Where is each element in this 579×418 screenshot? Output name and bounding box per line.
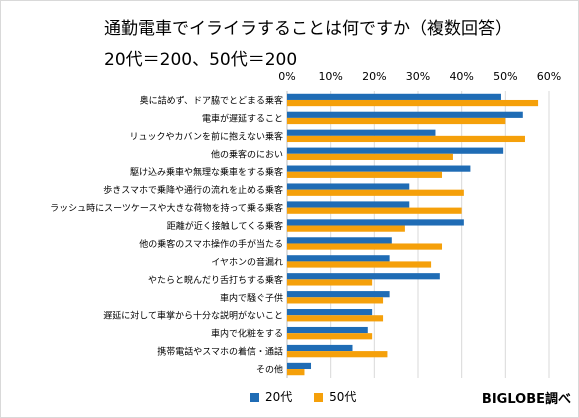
- category-label: 携帯電話やスマホの着信・通話: [157, 346, 283, 358]
- legend: 20代 50代: [250, 388, 374, 405]
- x-tick-label: 30%: [406, 70, 430, 83]
- x-tick-label: 60%: [537, 70, 561, 83]
- bar-20: [287, 273, 440, 280]
- x-tick-label: 50%: [493, 70, 517, 83]
- category-label: その他: [256, 364, 283, 376]
- chart-subtitle: 20代＝200、50代＝200: [104, 50, 298, 70]
- bar-50: [287, 315, 384, 322]
- category-label: リュックやカバンを前に抱えない乗客: [130, 130, 283, 142]
- bar-50: [287, 279, 373, 286]
- category-label: 車内で化粧をする: [211, 328, 283, 340]
- bar-50: [287, 171, 443, 178]
- category-label: 歩きスマホで乗降や通行の流れを止める乗客: [103, 184, 283, 196]
- category-label: 車内で騒ぐ子供: [220, 292, 283, 304]
- bar-20: [287, 344, 353, 352]
- bar-20: [287, 201, 410, 208]
- bar-20: [287, 255, 390, 262]
- bar-20: [287, 147, 504, 154]
- bar-20: [287, 219, 464, 226]
- bar-50: [287, 261, 432, 268]
- bar-20: [287, 165, 471, 172]
- bar-20: [287, 291, 390, 298]
- bar-50: [287, 135, 525, 143]
- bar-50: [287, 333, 373, 340]
- bar-50: [287, 207, 462, 214]
- category-label: ラッシュ時にスーツケースや大きな荷物を持って乗る乗客: [50, 202, 283, 214]
- chart-title: 通勤電車でイライラすることは何ですか（複数回答）: [104, 19, 512, 39]
- source-label: BIGLOBE調べ: [481, 392, 571, 407]
- bar-20: [287, 237, 392, 244]
- bar-20: [287, 362, 312, 370]
- category-label: 遅延に対して車掌から十分な説明がないこと: [103, 310, 283, 322]
- bar-20: [287, 183, 410, 190]
- x-tick-label: 0%: [278, 70, 295, 83]
- x-tick-label: 40%: [449, 70, 473, 83]
- bar-50: [287, 99, 539, 107]
- bar-20: [287, 129, 436, 136]
- bar-20: [287, 309, 373, 316]
- category-label: 他の乗客のスマホ操作の手が当たる: [139, 238, 283, 250]
- legend-label-50: 50代: [329, 390, 357, 404]
- bar-50: [287, 225, 405, 232]
- legend-swatch-20: [250, 393, 259, 402]
- category-label: 距離が近く接触してくる乗客: [167, 220, 283, 232]
- category-label: イヤホンの音漏れ: [211, 256, 283, 268]
- category-label: 他の乗客のにおい: [211, 148, 283, 160]
- x-tick-label: 20%: [362, 70, 386, 83]
- bar-20: [287, 111, 523, 118]
- legend-item-50: 50代: [314, 388, 356, 405]
- bar-50: [287, 297, 384, 304]
- bar-50: [287, 153, 453, 160]
- bar-50: [287, 189, 464, 196]
- x-tick-label: 10%: [318, 70, 342, 83]
- bar-50: [287, 369, 305, 376]
- category-label: 駆け込み乗車や無理な乗車をする乗客: [130, 166, 283, 178]
- category-label: やたらと睨んだり舌打ちする乗客: [148, 274, 283, 286]
- bar-50: [287, 351, 388, 358]
- legend-item-20: 20代: [250, 388, 292, 405]
- category-label: 奥に詰めず、ドア脇でとどまる乗客: [140, 94, 283, 106]
- bar-20: [287, 326, 368, 334]
- bar-50: [287, 117, 506, 125]
- legend-swatch-50: [314, 393, 324, 402]
- bar-20: [287, 93, 501, 100]
- bar-50: [287, 243, 443, 250]
- category-label: 電車が遅延すること: [202, 112, 283, 124]
- legend-label-20: 20代: [265, 390, 293, 404]
